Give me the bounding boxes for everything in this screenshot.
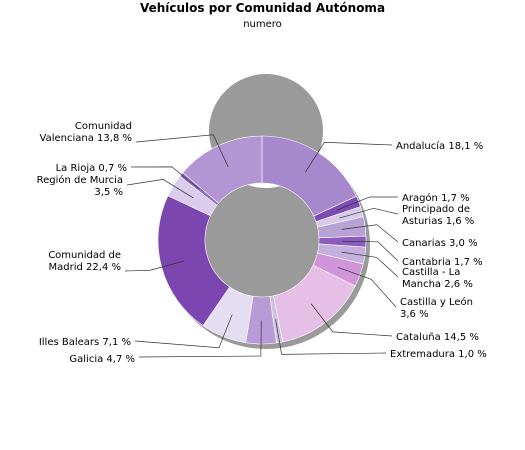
slice-label-galicia: Galicia 4,7 %: [69, 354, 135, 365]
slice-label-cantabria: Cantabria 1,7 %: [402, 257, 483, 268]
leader-line-principado-de-asturias: [339, 207, 399, 219]
slice-label-castilla-la-mancha: Castilla - La Mancha 2,6 %: [402, 267, 473, 290]
leader-line-illes-balears: [134, 314, 233, 349]
leader-line-galicia: [138, 320, 262, 358]
leader-line-comunidad-valenciana: [135, 134, 229, 168]
slice-label-comunidad-valenciana: Comunidad Valenciana 13,8 %: [40, 121, 132, 144]
slice-labels: Andalucía 18,1 % Aragón 1,7 %Principado d…: [37, 121, 487, 365]
leader-line-castilla-y-leon: [337, 266, 397, 308]
leader-line-region-de-murcia: [126, 179, 194, 199]
leader-line-cataluna: [310, 303, 393, 337]
slice-comunidad-de-madrid: [157, 195, 231, 327]
slice-label-aragon: Aragón 1,7 %: [402, 192, 470, 204]
slice-comunidad-valenciana: [182, 135, 263, 204]
leader-line-comunidad-de-madrid: [124, 260, 185, 272]
slice-label-principado-de-asturias: Principado de Asturias 1,6 %: [402, 204, 474, 227]
leader-lines: [124, 134, 399, 358]
leader-line-canarias: [341, 224, 399, 243]
leader-line-extremadura: [275, 319, 387, 355]
donut-slices: [157, 135, 367, 345]
leader-line-castilla-la-mancha: [341, 251, 399, 278]
leader-line-aragon: [336, 196, 399, 211]
slice-label-cataluna: Cataluña 14,5 %: [396, 332, 479, 343]
slice-label-la-rioja: La Rioja 0,7 %: [56, 163, 127, 174]
slice-label-canarias: Canarias 3,0 %: [402, 238, 478, 249]
slice-label-illes-balears: Illes Balears 7,1 %: [39, 337, 131, 348]
slice-label-region-de-murcia: Región de Murcia 3,5 %: [37, 174, 123, 198]
leader-line-la-rioja: [130, 166, 200, 190]
slice-label-comunidad-de-madrid: Comunidad de Madrid 22,4 %: [48, 250, 121, 273]
slice-label-andalucia: Andalucía 18,1 %: [396, 140, 483, 152]
chart-title: Vehículos por Comunidad Autónoma: [139, 1, 386, 15]
slice-label-castilla-y-leon: Castilla y León 3,6 %: [400, 296, 473, 320]
slice-label-extremadura: Extremadura 1,0 %: [390, 349, 487, 360]
leader-line-cantabria: [342, 240, 399, 262]
chart-subtitle: numero: [243, 19, 282, 30]
leader-line-andalucia: [305, 141, 393, 173]
